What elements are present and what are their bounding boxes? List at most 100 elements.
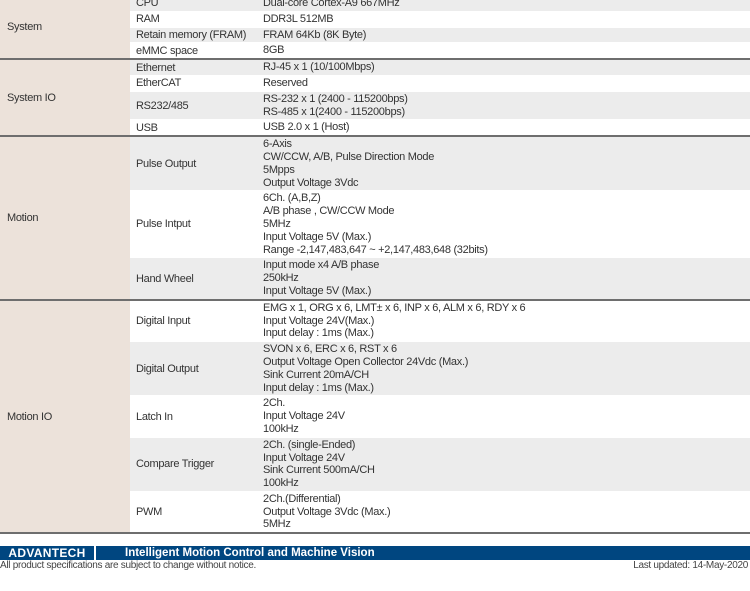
- group-name: Motion IO: [0, 300, 130, 533]
- spec-value-line: Input delay : 1ms (Max.): [263, 381, 374, 394]
- spec-value: 2Ch. Input Voltage 24V 100kHz: [263, 397, 750, 435]
- spec-row: RAM DDR3L 512MB: [130, 12, 750, 28]
- spec-label: RAM: [136, 13, 160, 26]
- spec-value-line: 5MHz: [263, 217, 291, 230]
- spec-row: Digital Input EMG x 1, ORG x 6, LMT± x 6,…: [130, 301, 750, 343]
- spec-value-line: 6Ch. (A,B,Z): [263, 192, 321, 205]
- spec-group: Motion IO Digital Input EMG x 1, ORG x 6, …: [0, 300, 750, 535]
- spec-label: Hand Wheel: [136, 272, 194, 285]
- spec-value: 6-Axis CW/CCW, A/B, Pulse Direction Mode 5…: [263, 138, 750, 189]
- spec-value-line: RS-485 x 1(2400 - 115200bps): [263, 105, 405, 118]
- spec-value-line: Input mode x4 A/B phase: [263, 259, 380, 272]
- spec-label: Retain memory (FRAM): [136, 28, 247, 41]
- spec-value-line: 6-Axis: [263, 138, 292, 151]
- spec-value-line: 8GB: [263, 44, 285, 57]
- spec-value: USB 2.0 x 1 (Host): [263, 121, 750, 134]
- spec-label: USB: [136, 121, 158, 134]
- spec-value: 2Ch.(Differential) Output Voltage 3Vdc (M…: [263, 493, 750, 531]
- spec-value-line: 2Ch.(Differential): [263, 492, 341, 505]
- spec-value: DDR3L 512MB: [263, 13, 750, 26]
- spec-value: RJ-45 x 1 (10/100Mbps): [263, 61, 750, 74]
- spec-value-line: SVON x 6, ERC x 6, RST x 6: [263, 343, 397, 356]
- spec-value-line: A/B phase , CW/CCW Mode: [263, 205, 395, 218]
- spec-value-line: USB 2.0 x 1 (Host): [263, 121, 350, 134]
- spec-row: Pulse Intput 6Ch. (A,B,Z) A/B phase , CW/C…: [130, 191, 750, 259]
- spec-value-line: FRAM 64Kb (8K Byte): [263, 28, 367, 41]
- spec-value-line: 250kHz: [263, 272, 299, 285]
- footer-disclaimer: All product specifications are subject t…: [0, 560, 256, 571]
- spec-value-line: 5MHz: [263, 518, 291, 531]
- spec-value-line: Output Voltage Open Collector 24Vdc (Max…: [263, 355, 469, 368]
- spec-row: Ethernet RJ-45 x 1 (10/100Mbps): [130, 60, 750, 76]
- spec-value-line: RS-232 x 1 (2400 - 115200bps): [263, 92, 408, 105]
- spec-row: RS232/485 RS-232 x 1 (2400 - 115200bps) RS…: [130, 91, 750, 121]
- spec-row: Pulse Output 6-Axis CW/CCW, A/B, Pulse Dir…: [130, 137, 750, 192]
- spec-group: Motion Pulse Output 6-Axis CW/CCW, A/B, Pul…: [0, 137, 750, 301]
- spec-label: Digital Input: [136, 314, 191, 327]
- spec-row: eMMC space 8GB: [130, 43, 750, 58]
- spec-row: PWM 2Ch.(Differential) Output Voltage 3Vdc…: [130, 492, 750, 532]
- spec-value-line: Output Voltage 3Vdc (Max.): [263, 505, 391, 518]
- advantech-logo: ADVANTECH: [0, 546, 96, 560]
- spec-value: FRAM 64Kb (8K Byte): [263, 29, 750, 42]
- spec-value: Reserved: [263, 77, 750, 90]
- spec-group: System CPU Dual-core Cortex-A9 667MHz RAM DD…: [0, 0, 750, 61]
- spec-row: Retain memory (FRAM) FRAM 64Kb (8K Byte): [130, 27, 750, 44]
- spec-value-line: Input delay : 1ms (Max.): [263, 327, 374, 340]
- spec-value-line: Input Voltage 5V (Max.): [263, 230, 372, 243]
- spec-row: USB USB 2.0 x 1 (Host): [130, 120, 750, 135]
- spec-group: System IO Ethernet RJ-45 x 1 (10/100Mbps) E…: [0, 60, 750, 138]
- spec-label: Compare Trigger: [136, 458, 215, 471]
- spec-value-line: EMG x 1, ORG x 6, LMT± x 6, INP x 6, ALM…: [263, 301, 526, 314]
- spec-label: eMMC space: [136, 44, 198, 57]
- spec-value: Input mode x4 A/B phase 250kHz Input Volta…: [263, 259, 750, 297]
- spec-value-line: 100kHz: [263, 477, 299, 490]
- spec-label: Pulse Output: [136, 157, 196, 170]
- spec-value-line: Dual-core Cortex-A9 667MHz: [263, 0, 400, 9]
- spec-value: 6Ch. (A,B,Z) A/B phase , CW/CCW Mode 5MHz I…: [263, 192, 750, 256]
- spec-value-line: Output Voltage 3Vdc: [263, 176, 359, 189]
- spec-value-line: Sink Current 20mA/CH: [263, 368, 369, 381]
- spec-label: RS232/485: [136, 99, 189, 112]
- spec-label: CPU: [136, 0, 159, 10]
- spec-value: RS-232 x 1 (2400 - 115200bps) RS-485 x 1(…: [263, 93, 750, 119]
- spec-row: Hand Wheel Input mode x4 A/B phase 250kHz I…: [130, 258, 750, 299]
- spec-value: 8GB: [263, 44, 750, 57]
- group-name: System IO: [0, 60, 130, 136]
- spec-row: EtherCAT Reserved: [130, 76, 750, 92]
- spec-value-line: Reserved: [263, 76, 308, 89]
- spec-value-line: Input Voltage 5V (Max.): [263, 284, 372, 297]
- spec-row: CPU Dual-core Cortex-A9 667MHz: [130, 0, 750, 12]
- spec-label: Ethernet: [136, 61, 176, 74]
- spec-value-line: 2Ch. (single-Ended): [263, 438, 356, 451]
- spec-value-line: 2Ch.: [263, 397, 286, 410]
- spec-value: EMG x 1, ORG x 6, LMT± x 6, INP x 6, ALM…: [263, 302, 750, 340]
- spec-label: Pulse Intput: [136, 218, 191, 231]
- spec-row: Compare Trigger 2Ch. (single-Ended) Input …: [130, 437, 750, 492]
- spec-value: Dual-core Cortex-A9 667MHz: [263, 0, 750, 10]
- spec-table: System CPU Dual-core Cortex-A9 667MHz RAM DD…: [0, 0, 750, 535]
- spec-value-line: CW/CCW, A/B, Pulse Direction Mode: [263, 150, 435, 163]
- spec-value-line: Input Voltage 24V: [263, 410, 345, 423]
- spec-value-line: Range -2,147,483,647 ~ +2,147,483,648 (3…: [263, 243, 488, 256]
- spec-row: Latch In 2Ch. Input Voltage 24V 100kHz: [130, 396, 750, 438]
- group-name: Motion: [0, 137, 130, 299]
- spec-label: PWM: [136, 506, 162, 519]
- spec-value: 2Ch. (single-Ended) Input Voltage 24V Sink…: [263, 439, 750, 490]
- spec-row: Digital Output SVON x 6, ERC x 6, RST x 6…: [130, 342, 750, 397]
- spec-value-line: Sink Current 500mA/CH: [263, 464, 375, 477]
- spec-value: SVON x 6, ERC x 6, RST x 6 Output Voltage…: [263, 343, 750, 394]
- spec-label: EtherCAT: [136, 77, 182, 90]
- spec-value-line: Input Voltage 24V(Max.): [263, 314, 375, 327]
- group-name: System: [0, 0, 130, 59]
- spec-value-line: 5Mpps: [263, 163, 295, 176]
- last-updated: Last updated: 14-May-2020: [633, 560, 748, 571]
- spec-label: Latch In: [136, 410, 173, 423]
- spec-value-line: DDR3L 512MB: [263, 12, 334, 25]
- spec-value-line: 100kHz: [263, 422, 299, 435]
- spec-value-line: RJ-45 x 1 (10/100Mbps): [263, 61, 375, 74]
- spec-value-line: Input Voltage 24V: [263, 451, 345, 464]
- footer-title: Intelligent Motion Control and Machine V…: [125, 547, 375, 559]
- spec-label: Digital Output: [136, 362, 199, 375]
- footer-bar: ADVANTECH Intelligent Motion Control and…: [0, 546, 750, 560]
